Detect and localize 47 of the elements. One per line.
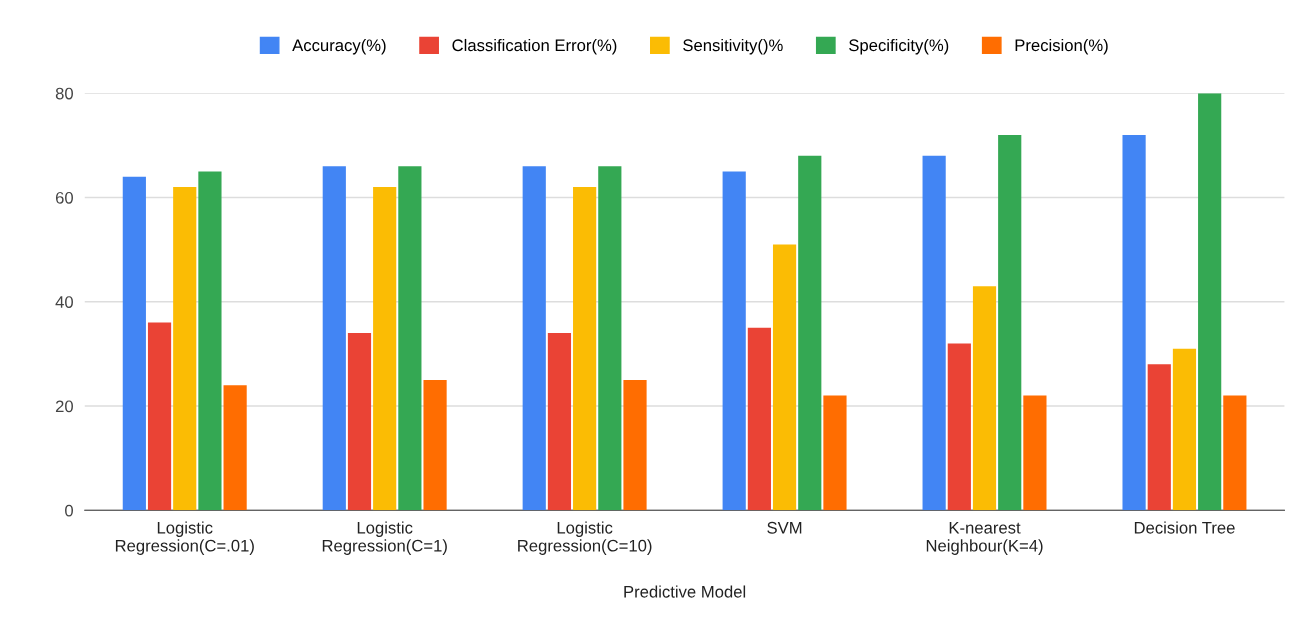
bar [147, 322, 172, 511]
legend-label: Specificity(%) [849, 38, 949, 55]
legend-label: Accuracy(%) [292, 38, 386, 55]
bar [573, 187, 597, 511]
bar [823, 395, 847, 511]
legend-label: Classification Error(%) [452, 38, 617, 55]
y-tick-label: 40 [55, 296, 73, 308]
y-tick-label: 0 [65, 504, 73, 517]
x-tick-label: Logistic Regression(C=10) [518, 521, 652, 555]
x-tick-label: K-nearest Neighbour(K=4) [926, 522, 1043, 555]
x-tick-label: SVM [767, 521, 802, 534]
bar [1223, 395, 1247, 511]
y-tick-label: 60 [55, 191, 73, 204]
bar [922, 155, 946, 511]
bar [972, 286, 997, 511]
bar [322, 166, 346, 511]
x-tick-label: Logistic Regression(C=1) [322, 521, 447, 555]
bar [998, 134, 1022, 511]
bar [1198, 93, 1222, 511]
bar [398, 166, 422, 511]
bar [598, 166, 622, 511]
bar [623, 379, 647, 511]
y-tick-label: 80 [55, 87, 73, 100]
bar [223, 385, 247, 511]
bar [547, 333, 572, 511]
bar [347, 333, 372, 511]
y-tick-label: 20 [55, 400, 73, 413]
bar [747, 327, 771, 511]
bar [722, 171, 746, 511]
bar [1122, 134, 1146, 511]
x-tick-label: Logistic Regression(C=.01) [115, 521, 254, 555]
x-tick-label: Decision Tree [1134, 521, 1235, 534]
bar [772, 244, 797, 511]
bar [198, 171, 222, 511]
bar [423, 379, 447, 511]
legend-label: Sensitivity()% [683, 38, 783, 55]
bar [173, 187, 197, 511]
bar [1147, 364, 1171, 511]
bar [947, 343, 971, 511]
x-axis-title: Predictive Model [624, 585, 746, 598]
bar [373, 187, 397, 511]
bar [122, 176, 146, 511]
bar [798, 155, 822, 511]
bar [1172, 348, 1197, 511]
legend-label: Precision(%) [1015, 38, 1108, 55]
bar [522, 166, 546, 511]
bar [1023, 395, 1047, 511]
